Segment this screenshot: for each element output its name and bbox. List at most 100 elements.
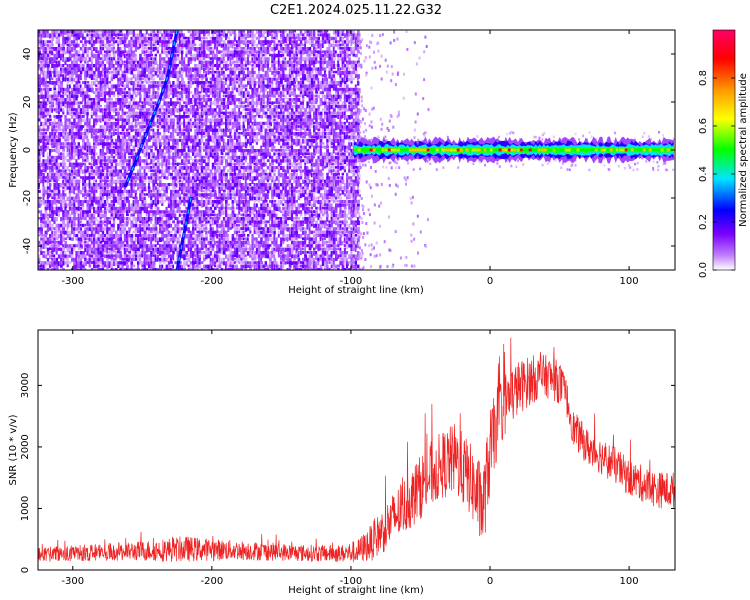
spectrogram-cell: [99, 206, 103, 212]
spectrogram-cell: [222, 33, 226, 38]
spectrogram-cell: [73, 223, 76, 227]
spectrogram-cell: [194, 152, 197, 157]
spectrogram-cell: [101, 138, 105, 143]
spectrogram-cell: [99, 36, 102, 41]
spectrogram-cell: [178, 33, 182, 39]
spectrogram-cell: [222, 40, 226, 44]
spectrogram-cell: [44, 244, 47, 249]
spectrogram-cell: [62, 196, 65, 200]
spectrogram-cell: [73, 33, 76, 38]
spectrogram-cell: [38, 30, 41, 34]
spectrogram-cell: [203, 169, 205, 174]
spectrogram-cell: [225, 240, 228, 245]
spectrogram-cell: [79, 251, 83, 255]
spectrogram-cell: [110, 166, 113, 169]
spectrogram-cell: [214, 98, 217, 102]
spectrogram-cell: [225, 87, 228, 93]
spectrogram-cell: [90, 176, 94, 180]
spectrogram-cell: [181, 87, 183, 91]
spectrogram-cell: [110, 138, 114, 143]
spectrogram-cell: [79, 220, 82, 224]
spectrogram-cell: [139, 60, 142, 66]
spectrogram-cell: [99, 104, 102, 108]
spectrogram-cell: [225, 94, 227, 98]
spectrogram-cell: [40, 43, 43, 49]
spectrogram-cell: [130, 149, 133, 154]
spectrogram-cell: [163, 64, 166, 67]
spectrogram-cell: [60, 30, 63, 35]
spectrogram-cell: [148, 74, 151, 79]
spectrogram-cell: [172, 142, 175, 147]
spectrogram-cell: [79, 213, 82, 218]
spectrogram-cell: [57, 128, 60, 132]
spectrogram-cell: [165, 53, 168, 58]
spectrogram-cell: [101, 60, 105, 65]
spectrogram-cell: [38, 98, 40, 102]
spectrogram-cell: [62, 227, 65, 231]
spectrogram-cell: [211, 50, 215, 54]
spectrogram-cell: [88, 264, 92, 268]
spectrogram-cell: [170, 200, 172, 205]
spectrogram-cell: [211, 210, 215, 213]
spectrogram-cell: [214, 264, 216, 268]
spectrogram-cell: [66, 186, 70, 190]
spectrogram-cell: [46, 213, 50, 217]
spectrogram-cell: [77, 57, 80, 62]
spectrogram-cell: [145, 149, 149, 153]
spectrogram-cell: [203, 57, 206, 60]
spectrogram-cell: [189, 166, 193, 171]
spectrogram-cell: [110, 217, 113, 220]
spectrogram-cell: [185, 84, 188, 90]
spectrogram-cell: [220, 128, 223, 133]
spectrogram-cell: [75, 125, 78, 130]
spectrogram-cell: [130, 60, 133, 65]
spectrogram-cell: [200, 36, 204, 40]
spectrogram-cell: [73, 43, 76, 48]
spectrogram-cell: [90, 261, 94, 264]
spectrogram-cell: [198, 138, 201, 144]
spectrogram-cell: [183, 81, 186, 85]
spectrogram-cell: [139, 223, 142, 228]
spectrogram-cell: [200, 234, 204, 238]
spectrogram-cell: [112, 213, 115, 218]
spectrogram-cell: [84, 193, 87, 196]
spectrogram-cell: [84, 111, 87, 116]
spectrogram-cell: [64, 172, 67, 176]
spectrogram-cell: [117, 261, 120, 265]
spectrogram-cell: [220, 240, 224, 246]
spectrogram-cell: [167, 135, 171, 140]
spectrogram-cell: [49, 189, 52, 193]
spectrogram-cell: [143, 152, 147, 158]
spectrogram-cell: [211, 254, 215, 259]
spectrogram-cell: [167, 60, 170, 65]
spectrogram-cell: [209, 64, 212, 67]
spectrogram-cell: [71, 121, 74, 125]
spectrogram-cell: [216, 138, 219, 144]
spectrogram-cell: [176, 155, 180, 159]
spectrogram-cell: [178, 193, 181, 199]
spectrogram-cell: [90, 132, 93, 137]
spectrogram-cell: [152, 64, 155, 69]
spectrogram-cell: [216, 155, 219, 160]
spectrogram-cell: [68, 142, 72, 147]
spectrogram-cell: [222, 240, 226, 245]
spectrogram-cell: [84, 186, 87, 191]
spectrogram-cell: [198, 115, 201, 119]
spectrogram-cell: [152, 210, 156, 216]
spectrogram-cell: [207, 186, 211, 192]
spectrogram-cell: [163, 101, 167, 106]
spectrogram-cell: [68, 53, 72, 59]
spectrogram-cell: [62, 166, 65, 170]
spectrogram-cell: [115, 162, 118, 166]
spectrogram-cell: [117, 152, 120, 156]
spectrogram-cell: [172, 210, 176, 214]
spectrogram-cell: [82, 118, 85, 122]
spectrogram-cell: [150, 33, 152, 37]
spectrogram-cell: [137, 87, 140, 91]
spectrogram-cell: [143, 254, 146, 259]
spectrogram-cell: [194, 87, 197, 92]
spectrogram-cell: [42, 264, 45, 270]
spectrogram-cell: [154, 210, 157, 216]
spectrogram-cell: [205, 162, 209, 167]
spectrogram-cell: [86, 84, 90, 89]
